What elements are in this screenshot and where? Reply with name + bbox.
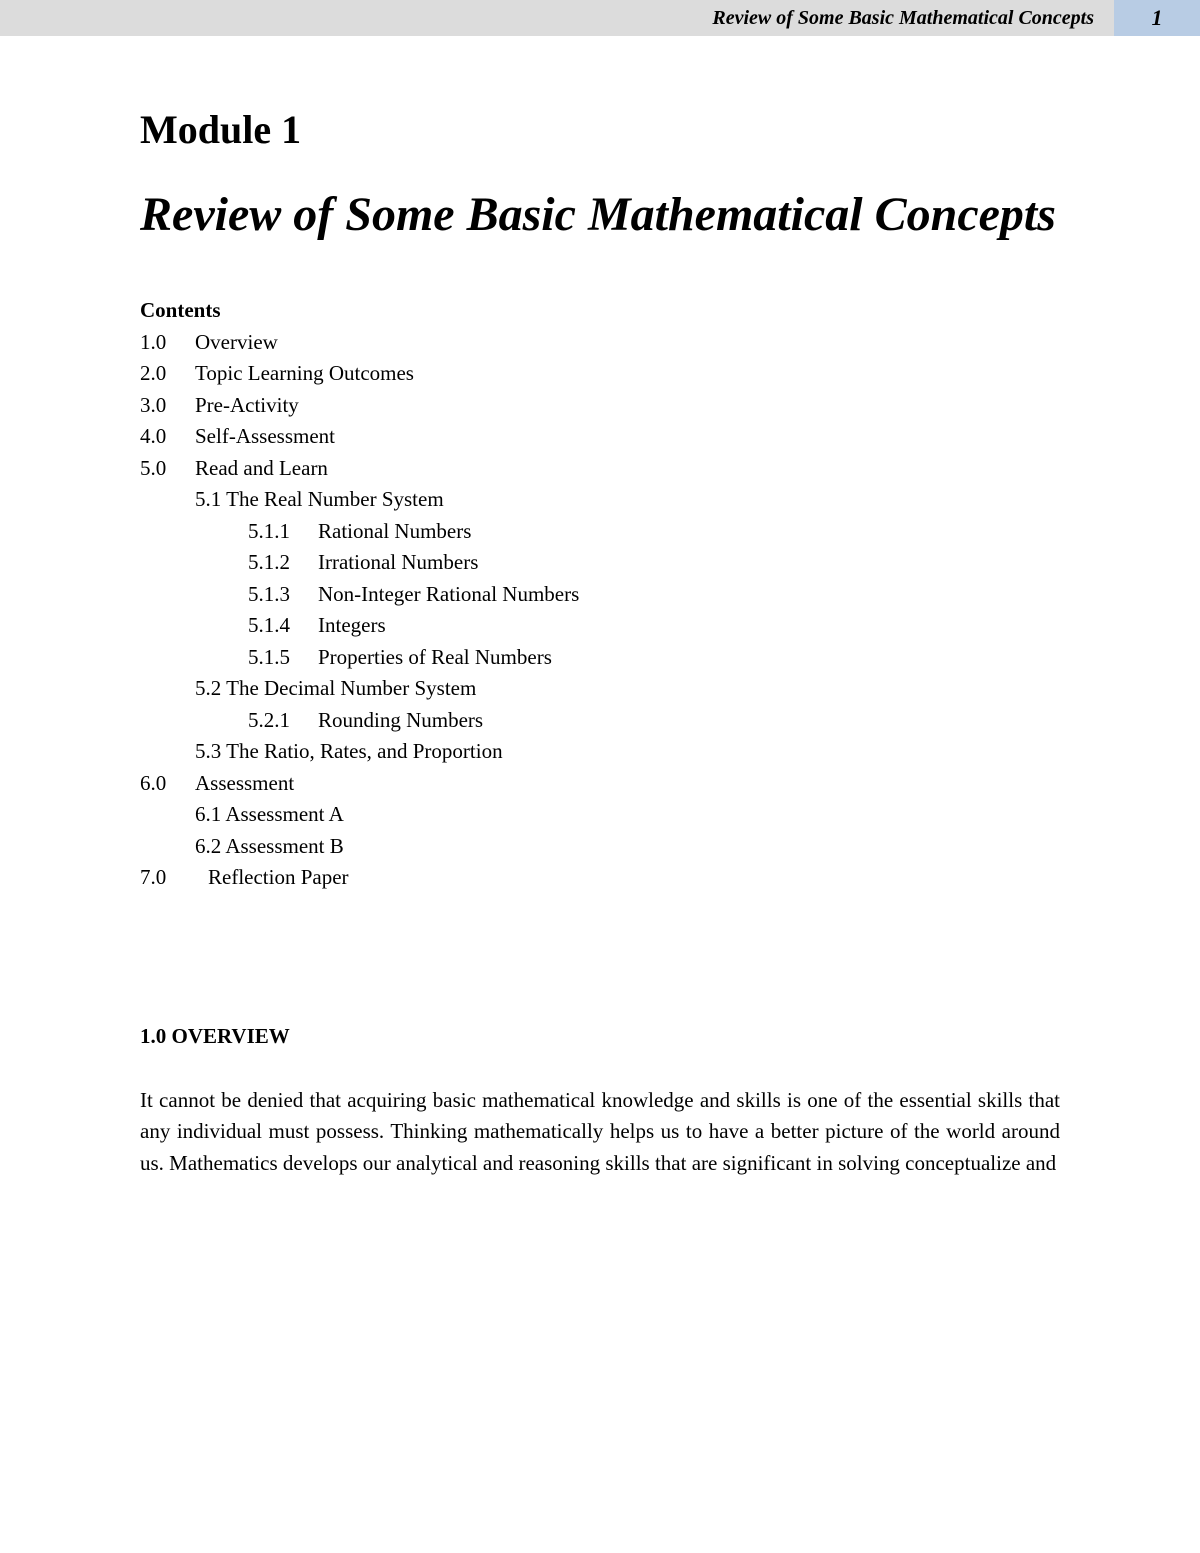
toc-item-number: 5.0 xyxy=(140,453,195,485)
toc-item: 1.0 Overview xyxy=(140,327,1060,359)
toc-item-number: 5.1.1 xyxy=(248,516,318,548)
toc-item-label: Rational Numbers xyxy=(318,516,471,548)
toc-item: 6.0 Assessment xyxy=(140,768,1060,800)
toc-item-number: 7.0 xyxy=(140,862,208,894)
toc-subitem: 5.3 The Ratio, Rates, and Proportion xyxy=(140,736,1060,768)
module-title: Review of Some Basic Mathematical Concep… xyxy=(140,183,1060,248)
page-header: Review of Some Basic Mathematical Concep… xyxy=(0,0,1200,36)
toc-item-label: Non-Integer Rational Numbers xyxy=(318,579,579,611)
toc-item: 7.0 Reflection Paper xyxy=(140,862,1060,894)
toc-item: 5.0 Read and Learn xyxy=(140,453,1060,485)
toc-item-label: Irrational Numbers xyxy=(318,547,478,579)
page-number: 1 xyxy=(1114,0,1200,36)
section-heading-overview: 1.0 OVERVIEW xyxy=(140,1024,1060,1049)
running-title: Review of Some Basic Mathematical Concep… xyxy=(0,0,1114,36)
toc-item-number: 5.1.4 xyxy=(248,610,318,642)
toc-item-label: Overview xyxy=(195,327,278,359)
page-body: Module 1 Review of Some Basic Mathematic… xyxy=(0,36,1200,1179)
toc-item-number: 5.1.5 xyxy=(248,642,318,674)
toc-item-label: Properties of Real Numbers xyxy=(318,642,552,674)
toc-item-number: 1.0 xyxy=(140,327,195,359)
module-label: Module 1 xyxy=(140,106,1060,153)
toc-subsubitem: 5.2.1 Rounding Numbers xyxy=(140,705,1060,737)
toc-item: 2.0 Topic Learning Outcomes xyxy=(140,358,1060,390)
table-of-contents: 1.0 Overview 2.0 Topic Learning Outcomes… xyxy=(140,327,1060,894)
toc-item-number: 2.0 xyxy=(140,358,195,390)
contents-heading: Contents xyxy=(140,298,1060,323)
toc-item-label: Self-Assessment xyxy=(195,421,335,453)
toc-item-label: Assessment xyxy=(195,768,294,800)
toc-subitem: 5.2 The Decimal Number System xyxy=(140,673,1060,705)
toc-subsubitem: 5.1.4 Integers xyxy=(140,610,1060,642)
toc-item-number: 5.2.1 xyxy=(248,705,318,737)
toc-item: 4.0 Self-Assessment xyxy=(140,421,1060,453)
toc-subsubitem: 5.1.5 Properties of Real Numbers xyxy=(140,642,1060,674)
toc-subsubitem: 5.1.3 Non-Integer Rational Numbers xyxy=(140,579,1060,611)
toc-item-label: Reflection Paper xyxy=(208,862,349,894)
toc-item-number: 4.0 xyxy=(140,421,195,453)
toc-subitem: 5.1 The Real Number System xyxy=(140,484,1060,516)
toc-subitem: 6.1 Assessment A xyxy=(140,799,1060,831)
toc-item-number: 6.0 xyxy=(140,768,195,800)
overview-paragraph: It cannot be denied that acquiring basic… xyxy=(140,1085,1060,1180)
toc-item: 3.0 Pre-Activity xyxy=(140,390,1060,422)
toc-item-label: Pre-Activity xyxy=(195,390,299,422)
toc-subitem: 6.2 Assessment B xyxy=(140,831,1060,863)
toc-item-number: 3.0 xyxy=(140,390,195,422)
toc-subsubitem: 5.1.1 Rational Numbers xyxy=(140,516,1060,548)
toc-item-number: 5.1.3 xyxy=(248,579,318,611)
toc-item-label: Integers xyxy=(318,610,386,642)
toc-item-number: 5.1.2 xyxy=(248,547,318,579)
toc-item-label: Rounding Numbers xyxy=(318,705,483,737)
toc-item-label: Topic Learning Outcomes xyxy=(195,358,414,390)
toc-item-label: Read and Learn xyxy=(195,453,328,485)
toc-subsubitem: 5.1.2 Irrational Numbers xyxy=(140,547,1060,579)
